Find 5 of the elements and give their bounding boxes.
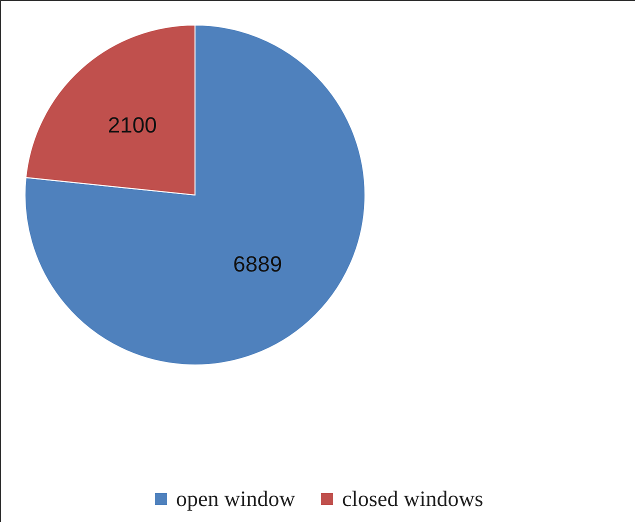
data-label: 6889 xyxy=(233,251,282,276)
legend-label: open window xyxy=(176,486,296,511)
data-label: 2100 xyxy=(108,112,157,138)
legend-label: closed windows xyxy=(342,486,484,511)
pie-slice xyxy=(24,24,366,366)
